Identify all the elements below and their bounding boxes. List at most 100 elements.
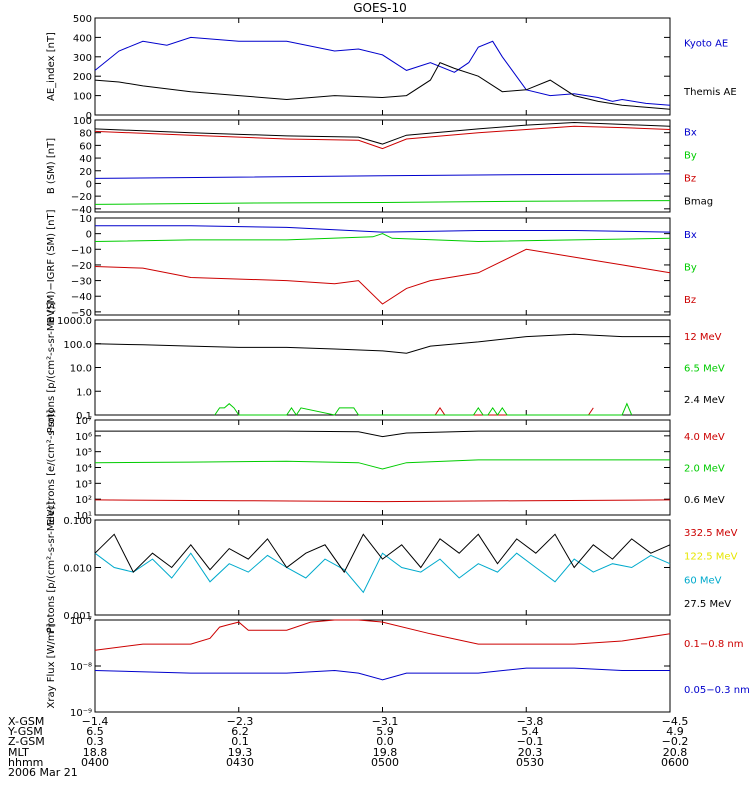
- legend-label: 60 MeV: [684, 575, 722, 586]
- series-line: [94, 125, 671, 150]
- y-tick-label: 60: [79, 141, 92, 152]
- y-tick-label: −30: [71, 277, 92, 288]
- y-tick-label: 300: [73, 53, 92, 64]
- series-line: [94, 499, 671, 503]
- footer-value: −0.1: [517, 735, 544, 748]
- series-line: [94, 200, 671, 205]
- series-line: [95, 225, 671, 233]
- y-tick-label: 10¹: [75, 511, 92, 522]
- footer-tick-column-0500: −3.1 5.9 0.0 19.8 0500: [371, 715, 399, 769]
- y-tick-label: 400: [73, 33, 92, 44]
- footer-value: 0600: [661, 756, 689, 769]
- footer-value: 6.2: [231, 725, 249, 738]
- series-line: [434, 407, 594, 416]
- series-line: [94, 61, 671, 110]
- footer-row-label-xgsm: X-GSM: [8, 715, 44, 728]
- y-axis-label: B (SM)−IGRF (SM) [nT]: [46, 209, 57, 323]
- footer-row-label-ygsm: Y-GSM: [7, 725, 43, 738]
- y-tick-label: 10²: [75, 495, 92, 506]
- series-line: [94, 36, 671, 106]
- y-tick-label: −40: [71, 292, 92, 303]
- chart-panel-3: −50 −40 −30 −20 −10 0 10 B (SM)−IGRF (SM) [nT] B…: [46, 209, 697, 323]
- legend-label: Kyoto AE: [684, 38, 728, 49]
- legend-label: 0.1−0.8 nm: [684, 639, 743, 650]
- legend-label: 0.6 MeV: [684, 495, 725, 506]
- y-tick-label: 100.0: [63, 340, 92, 351]
- footer-tick-column-0530: −3.8 5.4 −0.1 20.3 0530: [516, 715, 544, 769]
- footer-row-label-zgsm: Z-GSM: [8, 735, 45, 748]
- y-tick-label: 100: [73, 116, 92, 127]
- y-axis-label: AE_index [nT]: [46, 32, 57, 101]
- legend-label: Themis AE: [683, 87, 737, 98]
- footer-value: −4.5: [662, 715, 689, 728]
- y-tick-label: 500: [73, 14, 92, 25]
- footer-value: 0.3: [86, 735, 104, 748]
- series-line: [94, 173, 671, 179]
- legend-label: 2.4 MeV: [684, 395, 725, 406]
- y-tick-label: 10⁶: [75, 432, 92, 443]
- y-tick-label: 80: [79, 129, 92, 140]
- legend-label: 27.5 MeV: [684, 599, 731, 610]
- series-line: [94, 459, 670, 470]
- series-line: [94, 333, 670, 354]
- footer-value: 20.3: [518, 746, 543, 759]
- legend-label: 0.05−0.3 nm: [684, 685, 750, 696]
- footer-value: 5.9: [376, 725, 394, 738]
- series-line: [94, 248, 671, 305]
- y-tick-label: −20: [71, 192, 92, 203]
- footer-value: −3.1: [372, 715, 399, 728]
- y-tick-label: 0: [86, 111, 92, 122]
- y-tick-label: 100: [73, 92, 92, 103]
- y-tick-label: 20: [79, 167, 92, 178]
- footer-row-label-hhmm: hhmm: [8, 756, 43, 769]
- footer-value: 20.8: [663, 746, 688, 759]
- y-tick-label: 1000.0: [57, 316, 92, 327]
- series-line: [94, 121, 671, 145]
- footer-value: 0530: [516, 756, 544, 769]
- panel-frame: [94, 119, 671, 213]
- legend-label: Bx: [684, 128, 697, 139]
- series-line: [95, 430, 670, 438]
- panel-frame: [94, 319, 671, 416]
- chart-panel-1: 0 100 200 300 400 500 AE_index [nT] Kyoto AE The…: [46, 14, 737, 122]
- footer-value: −0.2: [662, 735, 689, 748]
- legend-label: 332.5 MeV: [684, 528, 738, 539]
- y-tick-label: 200: [73, 72, 92, 83]
- legend-label: 122.5 MeV: [684, 552, 738, 563]
- y-axis-label: Protons [p/(cm²-s-sr-MeV)]: [46, 502, 57, 634]
- panel-frame: [94, 519, 671, 616]
- legend-label: By: [684, 151, 697, 162]
- chart-panel-6: 0.001 0.010 0.100 Protons [p/(cm²-s-sr-MeV)…: [46, 502, 738, 634]
- footer-value: 0400: [81, 756, 109, 769]
- legend-label: 2.0 MeV: [684, 464, 725, 475]
- series-line: [94, 233, 671, 243]
- footer-value: −1.4: [82, 715, 109, 728]
- footer-value: 6.5: [86, 725, 104, 738]
- series-line: [94, 533, 671, 574]
- y-axis-label: Xray Flux [W/m²]: [46, 623, 57, 708]
- footer-value: 0500: [371, 756, 399, 769]
- panel-frame: [94, 619, 671, 713]
- series-line: [214, 402, 633, 416]
- y-tick-label: 10⁻⁹: [70, 708, 92, 719]
- y-tick-label: 10⁻⁷: [70, 616, 92, 627]
- legend-label: Bmag: [684, 197, 713, 208]
- footer-row-label-mlt: MLT: [8, 746, 29, 759]
- series-line: [94, 667, 670, 681]
- footer-value: 19.3: [228, 746, 253, 759]
- footer-value: −3.8: [517, 715, 544, 728]
- footer-value: 0430: [226, 756, 254, 769]
- y-tick-label: 0.1: [76, 411, 92, 422]
- footer-tick-column-0430: −2.3 6.2 0.1 19.3 0430: [226, 715, 254, 769]
- y-tick-label: 0.001: [63, 611, 92, 622]
- footer-date: 2006 Mar 21: [8, 766, 78, 779]
- y-tick-label: −50: [71, 308, 92, 319]
- legend-label: Bz: [684, 174, 696, 185]
- footer-tick-column-0600: −4.5 4.9 −0.2 20.8 0600: [661, 715, 689, 769]
- chart-panel-7: 10⁻⁹ 10⁻⁸ 10⁻⁷ Xray Flux [W/m²] 0.1−0.8 nm 0.…: [46, 616, 750, 719]
- panel-frame: [94, 17, 671, 116]
